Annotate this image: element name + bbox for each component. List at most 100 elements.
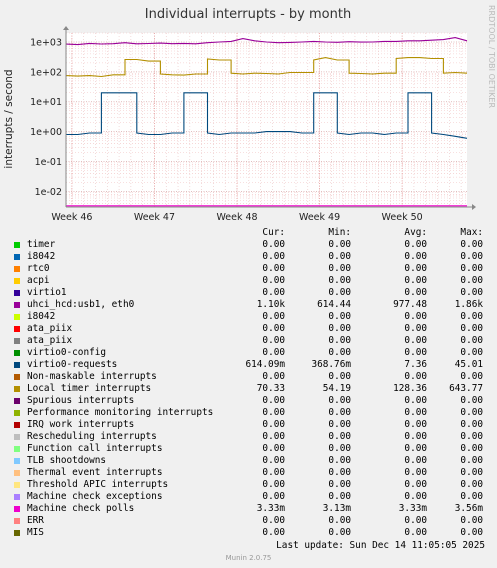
legend-header-cur: Cur: <box>262 227 285 238</box>
legend-value-avg: 0.00 <box>404 491 427 502</box>
series-line <box>65 37 468 46</box>
x-tick-label: Week 50 <box>382 212 423 223</box>
legend-value-cur: 0.00 <box>262 335 285 346</box>
x-tick-label: Week 47 <box>134 212 175 223</box>
legend-value-cur: 0.00 <box>262 275 285 286</box>
legend-value-avg: 0.00 <box>404 443 427 454</box>
legend-value-min: 0.00 <box>328 407 351 418</box>
legend-value-avg: 0.00 <box>404 239 427 250</box>
legend-value-max: 0.00 <box>460 287 483 298</box>
legend-label: Rescheduling interrupts <box>27 431 157 442</box>
legend-row: rtc0 0.00 0.00 0.00 0.00 <box>13 263 483 275</box>
legend-value-max: 643.77 <box>449 383 483 394</box>
x-tick-label: Week 48 <box>216 212 257 223</box>
legend-value-cur: 0.00 <box>262 443 285 454</box>
legend-swatch <box>14 350 20 356</box>
legend-swatch <box>14 362 20 368</box>
legend-value-min: 0.00 <box>328 335 351 346</box>
legend-value-max: 0.00 <box>460 515 483 526</box>
legend-value-min: 0.00 <box>328 323 351 334</box>
legend-label: timer <box>27 239 56 250</box>
legend-row: virtio0-requests 614.09m 368.76m 7.36 45.01 <box>13 359 483 371</box>
legend-value-cur: 0.00 <box>262 395 285 406</box>
side-text: RRDTOOL / TOBI OETIKER <box>487 5 496 108</box>
legend-swatch <box>14 386 20 392</box>
legend-value-avg: 0.00 <box>404 287 427 298</box>
legend-value-max: 0.00 <box>460 275 483 286</box>
legend-value-cur: 0.00 <box>262 431 285 442</box>
legend-value-avg: 7.36 <box>404 359 427 370</box>
legend-value-min: 0.00 <box>328 455 351 466</box>
legend-label: ata_piix <box>27 323 73 334</box>
legend-value-max: 0.00 <box>460 479 483 490</box>
series-line <box>66 92 468 139</box>
legend-row: virtio1 0.00 0.00 0.00 0.00 <box>13 287 483 299</box>
legend-value-cur: 0.00 <box>262 455 285 466</box>
legend-swatch <box>14 470 20 476</box>
series-line <box>65 57 468 78</box>
y-tick-label: 1e-02 <box>35 187 62 198</box>
legend-row: virtio0-config 0.00 0.00 0.00 0.00 <box>13 347 483 359</box>
legend-header-min: Min: <box>328 227 351 238</box>
plot-area <box>66 33 467 207</box>
legend-row: Performance monitoring interrupts 0.00 0.0… <box>13 407 483 419</box>
legend-value-cur: 0.00 <box>262 263 285 274</box>
legend-swatch <box>14 446 20 452</box>
legend-swatch <box>14 398 20 404</box>
legend-label: TLB shootdowns <box>27 455 107 466</box>
legend-swatch <box>14 482 20 488</box>
y-axis-arrow <box>63 26 69 30</box>
legend-value-min: 0.00 <box>328 491 351 502</box>
legend-value-max: 0.00 <box>460 347 483 358</box>
legend-label: uhci_hcd:usb1, eth0 <box>27 299 135 310</box>
legend-value-max: 0.00 <box>460 419 483 430</box>
legend-value-max: 45.01 <box>454 359 483 370</box>
legend-row: Non-maskable interrupts 0.00 0.00 0.00 0.00 <box>13 371 483 383</box>
legend-swatch <box>14 434 20 440</box>
y-tick-label: 1e+01 <box>30 97 62 108</box>
legend-swatch <box>14 290 20 296</box>
legend-swatch <box>14 458 20 464</box>
legend-label: virtio0-config <box>27 347 107 358</box>
legend-value-max: 3.56m <box>454 503 483 514</box>
legend-label: Machine check polls <box>27 503 135 514</box>
legend-value-cur: 0.00 <box>262 479 285 490</box>
legend-value-max: 0.00 <box>460 263 483 274</box>
legend-value-min: 0.00 <box>328 263 351 274</box>
legend-value-min: 0.00 <box>328 311 351 322</box>
y-tick-label: 1e-01 <box>35 157 62 168</box>
legend-header: Cur: Min: Avg: Max: <box>13 227 483 239</box>
legend-row: TLB shootdowns 0.00 0.00 0.00 0.00 <box>13 455 483 467</box>
legend-swatch <box>14 506 20 512</box>
legend-value-min: 0.00 <box>328 419 351 430</box>
legend-value-cur: 0.00 <box>262 419 285 430</box>
chart-title: Individual interrupts - by month <box>145 7 351 22</box>
legend-label: Function call interrupts <box>27 443 163 454</box>
legend-swatch <box>14 410 20 416</box>
legend-label: virtio1 <box>27 287 67 298</box>
legend-row: i8042 0.00 0.00 0.00 0.00 <box>13 311 483 323</box>
legend-swatch <box>14 530 20 536</box>
legend-value-min: 0.00 <box>328 431 351 442</box>
legend-value-cur: 0.00 <box>262 491 285 502</box>
legend-swatch <box>14 266 20 272</box>
legend-value-min: 54.19 <box>322 383 351 394</box>
legend-value-cur: 0.00 <box>262 251 285 262</box>
legend-value-avg: 0.00 <box>404 431 427 442</box>
legend-value-avg: 0.00 <box>404 419 427 430</box>
legend-value-max: 0.00 <box>460 311 483 322</box>
y-tick-label: 1e+00 <box>30 127 62 138</box>
legend-label: ata_piix <box>27 335 73 346</box>
legend-value-avg: 0.00 <box>404 515 427 526</box>
legend-swatch <box>14 254 20 260</box>
legend-value-max: 0.00 <box>460 455 483 466</box>
legend: Cur: Min: Avg: Max: timer 0.00 0.00 0.00 0.0… <box>13 227 483 539</box>
legend-row: Function call interrupts 0.00 0.00 0.00 0.00 <box>13 443 483 455</box>
legend-value-cur: 0.00 <box>262 347 285 358</box>
legend-value-avg: 0.00 <box>404 311 427 322</box>
legend-row: acpi 0.00 0.00 0.00 0.00 <box>13 275 483 287</box>
x-axis-arrow <box>472 204 476 210</box>
legend-value-avg: 0.00 <box>404 275 427 286</box>
legend-label: Thermal event interrupts <box>27 467 163 478</box>
legend-label: Local timer interrupts <box>27 383 152 394</box>
